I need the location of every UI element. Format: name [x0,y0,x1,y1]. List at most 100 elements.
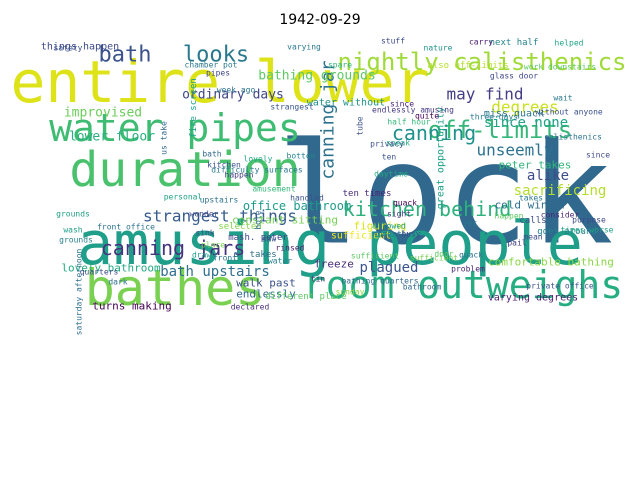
cloud-word: saturday afternoon [75,248,84,335]
cloud-word: mash. peter [228,233,288,243]
cloud-word: quarters [80,268,119,277]
cloud-word: cold winter [495,199,568,212]
cloud-word: comfortable bathing [488,256,614,269]
cloud-word: quack [393,199,417,208]
cloud-word: chamber pot [185,61,238,70]
cloud-word: ten times [343,189,392,199]
cloud-word: problem [451,265,485,274]
cloud-word: quite [415,112,439,121]
cloud-word: calisthenics [544,133,602,142]
cloud-word: sacrificing [514,183,607,199]
cloud-word: constant sitting [232,214,338,227]
cloud-word: varying degrees [488,293,578,304]
cloud-word: front office [97,223,155,232]
cloud-word: kitchen behind [343,197,512,221]
cloud-word: fire screen [189,78,199,138]
cloud-word: wash [63,226,82,235]
cloud-word: figuring [354,220,407,233]
cloud-word: walk past [236,277,296,290]
cloud-word: yet [463,219,478,228]
cloud-word: nightly calisthenics [338,48,627,76]
cloud-word: turns making [92,300,171,313]
cloud-word: sufficient [351,252,399,261]
cloud-word: strangest things [143,207,297,226]
cloud-word: spare [328,61,352,70]
cloud-word: mean [523,233,542,242]
cloud-word: canning [392,121,476,145]
cloud-word: consider [541,211,580,220]
cloud-word: water [268,257,292,266]
cloud-word: office bathroom [243,199,351,213]
cloud-word: sunday [336,288,365,297]
cloud-word: work downstairs [524,63,596,72]
cloud-word: grounds [56,210,90,219]
cloud-word: carry [469,38,493,47]
cloud-word: upstairs [200,196,239,205]
cloud-word: nature [424,44,453,53]
cloud-word: modestly [373,230,412,239]
cloud-word: improvised [64,106,142,121]
cloud-word: daytime [374,170,408,179]
cloud-word: glass door [490,72,538,81]
cloud-word: miss quack [484,109,544,120]
cloud-word: canning jars [101,236,246,260]
cloud-word: peter takes [499,159,572,172]
cloud-word: lovely [244,155,273,164]
cloud-word: water pipes [49,106,301,150]
cloud-word: safety [54,44,83,53]
cloud-word: half hour [387,118,431,127]
cloud-word: personal [164,193,203,202]
cloud-word: bathes [85,259,266,317]
cloud-word: tin [311,275,326,284]
cloud-word: since [586,151,610,160]
cloud-word: wait [553,94,572,103]
cloud-word: wonder [190,210,219,219]
cloud-word: quack [459,251,483,260]
cloud-word: private office [526,282,594,291]
cloud-word: since [390,100,414,109]
cloud-word: calls [519,216,546,226]
cloud-word: water without [307,98,385,109]
cloud-word: happen [225,171,254,180]
cloud-word: sufficient [331,231,391,242]
cloud-word: kitchen [207,161,241,170]
cloud-word: amusing people [77,209,583,279]
cloud-word: bath [99,43,152,68]
cloud-word: also off-limits [427,61,508,71]
cloud-word: looks [183,43,249,68]
cloud-word: bathroom [403,283,442,292]
cloud-word: selected [218,222,261,232]
cloud-word: bathing quarters [341,277,418,286]
cloud-word: rinsed [276,244,305,253]
cloud-word: d. takes [233,250,276,260]
cloud-word: sink [195,229,214,238]
cloud-word: door [434,250,453,259]
cloud-word: ordinary days [182,88,284,103]
cloud-word: room outweighs [303,263,623,307]
cloud-word: speak [386,139,410,148]
cloud-word: tube [356,116,365,135]
cloud-word: three days [470,113,518,122]
cloud-word: place [201,241,225,250]
cloud-word: lock [276,114,613,277]
cloud-word: pipes [206,69,230,78]
cloud-word: lower floor [69,130,155,145]
cloud-word: endlessly [236,288,296,301]
cloud-word: unseemly [476,141,553,160]
cloud-word: amusement [252,185,296,194]
cloud-word: strangest [270,103,314,112]
cloud-word: bottom [287,152,316,161]
cloud-word: times worse [561,226,614,235]
cloud-word: things happen [41,42,119,53]
cloud-word: handled [290,194,324,203]
cloud-word: different place [265,292,346,302]
cloud-word: stuff [381,37,405,46]
cloud-word: without anyone [535,108,603,117]
cloud-word: us take [160,121,169,155]
cloud-word: dark [108,278,127,287]
cloud-word: difficulty surfaces [211,166,303,175]
cloud-word: pail [507,239,526,248]
cloud-word: alike [527,168,569,184]
cloud-word: lovely bathroom [61,262,161,275]
